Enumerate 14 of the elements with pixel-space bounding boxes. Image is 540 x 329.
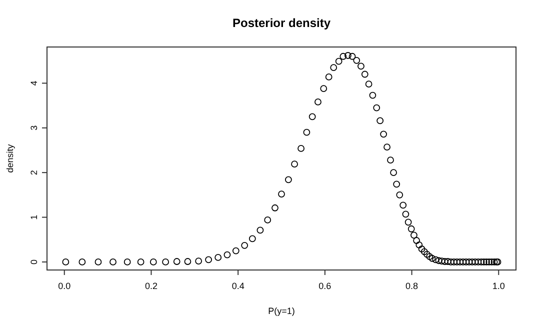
y-tick-label: 2 xyxy=(29,170,39,176)
y-axis-title: density xyxy=(5,144,15,173)
x-tick-label: 0.6 xyxy=(318,281,332,291)
x-tick-label: 0.2 xyxy=(144,281,158,291)
y-tick-label: 1 xyxy=(29,214,39,220)
x-tick-label: 0.8 xyxy=(406,281,418,291)
x-tick-label: 0.4 xyxy=(232,281,244,291)
y-tick-label: 4 xyxy=(29,80,39,86)
x-tick-label: 1.0 xyxy=(492,281,505,291)
chart-title: Posterior density xyxy=(232,16,331,30)
x-tick-label: 0.0 xyxy=(58,281,71,291)
y-tick-label: 3 xyxy=(29,125,39,130)
x-axis-title: P(y=1) xyxy=(268,306,295,316)
y-tick-label: 0 xyxy=(29,259,39,264)
